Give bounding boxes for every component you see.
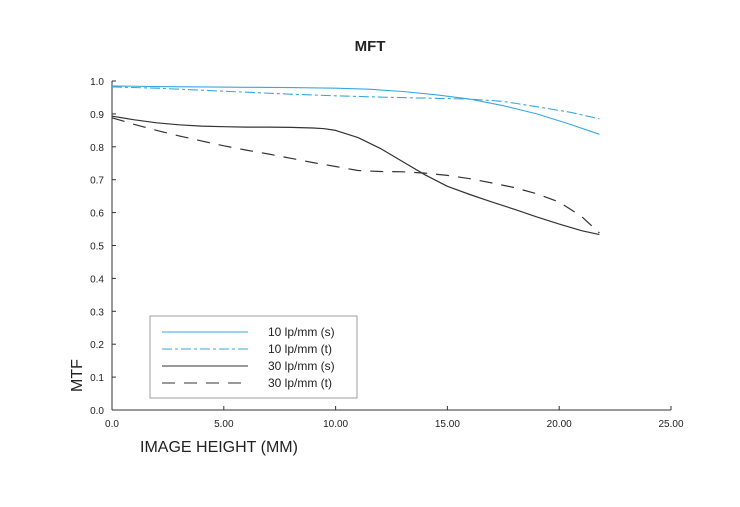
y-tick-label: 0.4 (90, 274, 104, 285)
series-line-1 (111, 86, 600, 120)
legend-label-3: 30 lp/mm (t) (268, 376, 332, 390)
y-tick-label: 0.9 (90, 110, 104, 121)
x-tick-label: 20.00 (547, 419, 572, 430)
series-layer (111, 85, 600, 236)
legend-box (149, 315, 358, 399)
x-tick-label: 15.00 (435, 419, 460, 430)
series-line-2 (111, 115, 600, 236)
x-axis-title: IMAGE HEIGHT (MM) (140, 439, 298, 456)
legend-label-1: 10 lp/mm (t) (268, 342, 332, 356)
series-line-3 (111, 117, 600, 234)
chart-title: MFT (355, 38, 386, 55)
x-tick-label: 25.00 (658, 419, 683, 430)
legend-items: 10 lp/mm (s) 10 lp/mm (t) 30 lp/mm (s) 30 l… (162, 325, 335, 390)
y-tick-label: 0.5 (90, 242, 104, 253)
y-tick-label: 0.6 (90, 209, 104, 220)
y-tick-label: 0.7 (90, 176, 104, 187)
y-tick-label: 0.3 (90, 307, 104, 318)
x-tick-label: 5.00 (214, 419, 234, 430)
series-line-0 (111, 85, 600, 135)
x-ticks: 0.0 5.00 10.00 15.00 20.00 25.00 (105, 406, 684, 430)
legend: 10 lp/mm (s) 10 lp/mm (t) 30 lp/mm (s) 30 l… (149, 315, 358, 399)
y-tick-label: 0.0 (90, 406, 104, 417)
x-tick-label: 10.00 (323, 419, 348, 430)
legend-label-2: 30 lp/mm (s) (268, 359, 335, 373)
legend-label-0: 10 lp/mm (s) (268, 325, 335, 339)
y-axis-title: MTF (69, 359, 86, 392)
y-ticks: 0.0 0.1 0.2 0.3 0.4 0.5 0.6 0.7 0.8 0.9 1.0 (90, 77, 116, 417)
y-tick-label: 0.1 (90, 373, 104, 384)
y-tick-label: 1.0 (90, 77, 104, 88)
y-tick-label: 0.8 (90, 143, 104, 154)
x-tick-label: 0.0 (105, 419, 119, 430)
y-tick-label: 0.2 (90, 340, 104, 351)
